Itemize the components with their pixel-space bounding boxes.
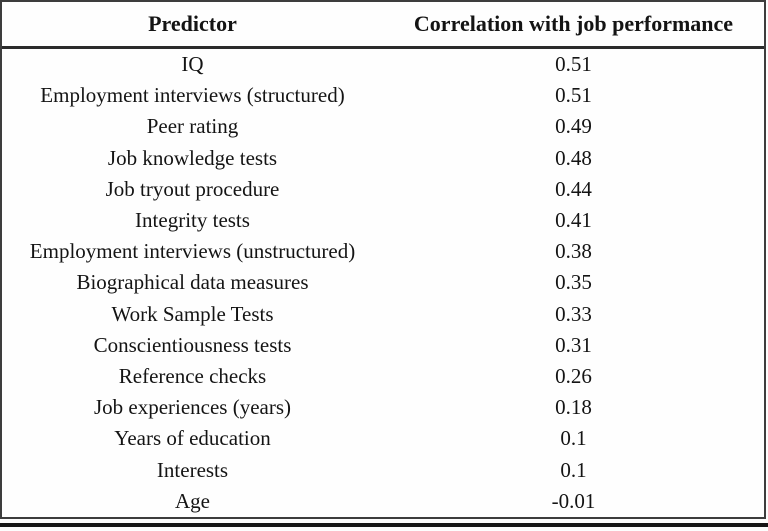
table-row: Job tryout procedure 0.44 <box>2 174 764 205</box>
table-row: Reference checks 0.26 <box>2 361 764 392</box>
correlation-value-cell: 0.48 <box>555 145 592 170</box>
predictor-cell: Work Sample Tests <box>111 301 274 326</box>
correlation-value-cell: 0.33 <box>555 301 592 326</box>
table-header-row: Predictor Correlation with job performan… <box>2 2 764 49</box>
table-row: Peer rating 0.49 <box>2 111 764 142</box>
predictor-cell: Job tryout procedure <box>105 176 280 201</box>
predictor-cell: Age <box>175 488 210 513</box>
correlation-value-cell: 0.49 <box>555 114 592 139</box>
correlation-value-cell: 0.44 <box>555 176 592 201</box>
table-body: IQ 0.51 Employment interviews (structure… <box>2 49 764 517</box>
correlation-value-cell: 0.1 <box>560 426 587 451</box>
predictor-cell: Years of education <box>114 426 271 451</box>
table-row: Work Sample Tests 0.33 <box>2 299 764 330</box>
correlation-value-cell: 0.1 <box>560 457 587 482</box>
predictor-cell: Employment interviews (structured) <box>40 83 345 108</box>
correlation-value-cell: 0.31 <box>555 332 592 357</box>
table-row: Interests 0.1 <box>2 455 764 486</box>
correlation-value-cell: -0.01 <box>551 488 596 513</box>
predictor-cell: Interests <box>156 457 229 482</box>
bottom-rule <box>0 523 768 527</box>
table-row: Job knowledge tests 0.48 <box>2 143 764 174</box>
table-row: Employment interviews (unstructured) 0.3… <box>2 236 764 267</box>
table-row: Age -0.01 <box>2 486 764 517</box>
predictor-cell: Job knowledge tests <box>107 145 278 170</box>
predictor-cell: Conscientiousness tests <box>93 332 292 357</box>
column-header-predictor: Predictor <box>148 10 237 36</box>
table-row: Integrity tests 0.41 <box>2 205 764 236</box>
correlation-value-cell: 0.38 <box>555 239 592 264</box>
table-row: IQ 0.51 <box>2 49 764 80</box>
correlation-value-cell: 0.26 <box>555 364 592 389</box>
predictor-cell: Peer rating <box>146 114 239 139</box>
correlation-value-cell: 0.18 <box>555 395 592 420</box>
table-row: Conscientiousness tests 0.31 <box>2 330 764 361</box>
predictor-cell: Job experiences (years) <box>93 395 292 420</box>
predictor-validity-table: Predictor Correlation with job performan… <box>0 0 766 519</box>
table-row: Years of education 0.1 <box>2 423 764 454</box>
column-header-correlation: Correlation with job performance <box>413 10 734 36</box>
correlation-value-cell: 0.51 <box>555 52 592 77</box>
correlation-value-cell: 0.41 <box>555 208 592 233</box>
table-row: Employment interviews (structured) 0.51 <box>2 80 764 111</box>
predictor-cell: IQ <box>181 52 204 77</box>
predictor-cell: Integrity tests <box>135 208 250 233</box>
predictor-cell: Biographical data measures <box>76 270 309 295</box>
correlation-value-cell: 0.51 <box>555 83 592 108</box>
predictor-cell: Reference checks <box>118 364 267 389</box>
table-row: Job experiences (years) 0.18 <box>2 392 764 423</box>
table-row: Biographical data measures 0.35 <box>2 267 764 298</box>
predictor-cell: Employment interviews (unstructured) <box>29 239 356 264</box>
correlation-value-cell: 0.35 <box>555 270 592 295</box>
